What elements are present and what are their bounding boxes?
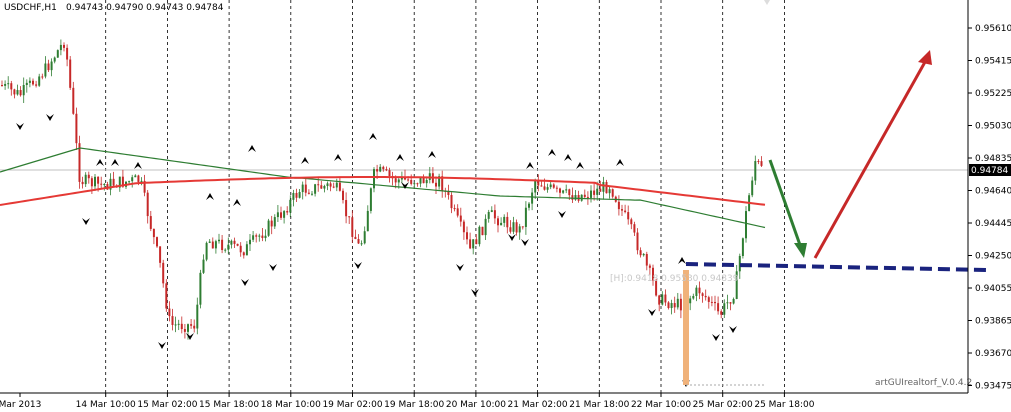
plot-area bbox=[0, 0, 968, 393]
ohlc-readout: 0.94743 0.94790 0.94743 0.94784 bbox=[66, 3, 224, 13]
time-tick-label: 25 Mar 18:00 bbox=[754, 400, 814, 410]
price-tick-label: 0.94250 bbox=[975, 252, 1011, 262]
current-price-label: 0.94784 bbox=[971, 166, 1008, 176]
time-tick-label: 18 Mar 10:00 bbox=[261, 400, 321, 410]
time-tick-label: 25 Mar 02:00 bbox=[693, 400, 753, 410]
symbol-title: USDCHF,H1 bbox=[4, 3, 57, 13]
price-tick-label: 0.95030 bbox=[975, 122, 1011, 132]
ghost-level-text: [H]:0.9418 0.95530 0.94839 bbox=[610, 274, 739, 284]
price-axis: 0.95610 0.95415 0.95225 0.95030 0.94835 0.946… bbox=[968, 24, 1011, 392]
price-tick-label: 0.94055 bbox=[975, 284, 1011, 294]
indicator-watermark: artGUIrealtorf_V.0.4.2 bbox=[875, 378, 972, 388]
time-tick-label: Mar 2013 bbox=[0, 400, 41, 410]
price-tick-label: 0.95610 bbox=[975, 24, 1011, 34]
candlesticks bbox=[1, 39, 763, 340]
arrow-up-annotation bbox=[813, 50, 932, 259]
scroll-marker-icon bbox=[764, 0, 770, 5]
time-axis: Mar 2013 14 Mar 10:00 15 Mar 02:00 15 Mar 1… bbox=[0, 393, 815, 410]
arrow-down-annotation bbox=[768, 159, 807, 258]
price-tick-label: 0.94640 bbox=[975, 187, 1011, 197]
price-tick-label: 0.95225 bbox=[975, 89, 1011, 99]
time-tick-label: 19 Mar 18:00 bbox=[384, 400, 444, 410]
time-tick-label: 19 Mar 02:00 bbox=[322, 400, 382, 410]
support-level-line bbox=[685, 262, 989, 272]
price-tick-label: 0.93670 bbox=[975, 349, 1011, 359]
time-tick-label: 21 Mar 18:00 bbox=[569, 400, 629, 410]
time-tick-label: 15 Mar 02:00 bbox=[137, 400, 197, 410]
spike-bar bbox=[683, 270, 689, 385]
time-tick-label: 22 Mar 10:00 bbox=[631, 400, 691, 410]
time-tick-label: 21 Mar 02:00 bbox=[508, 400, 568, 410]
price-tick-label: 0.95415 bbox=[975, 57, 1011, 67]
price-tick-label: 0.94445 bbox=[975, 219, 1011, 229]
price-tick-label: 0.94835 bbox=[975, 154, 1011, 164]
time-tick-label: 15 Mar 18:00 bbox=[199, 400, 259, 410]
moving-average-green bbox=[0, 147, 766, 229]
price-tick-label: 0.93865 bbox=[975, 317, 1011, 327]
moving-average-red bbox=[0, 176, 766, 206]
time-tick-label: 14 Mar 10:00 bbox=[76, 400, 136, 410]
current-price-tag: 0.94784 bbox=[969, 164, 1011, 176]
price-tick-label: 0.93475 bbox=[975, 382, 1011, 392]
time-tick-label: 20 Mar 10:00 bbox=[446, 400, 506, 410]
